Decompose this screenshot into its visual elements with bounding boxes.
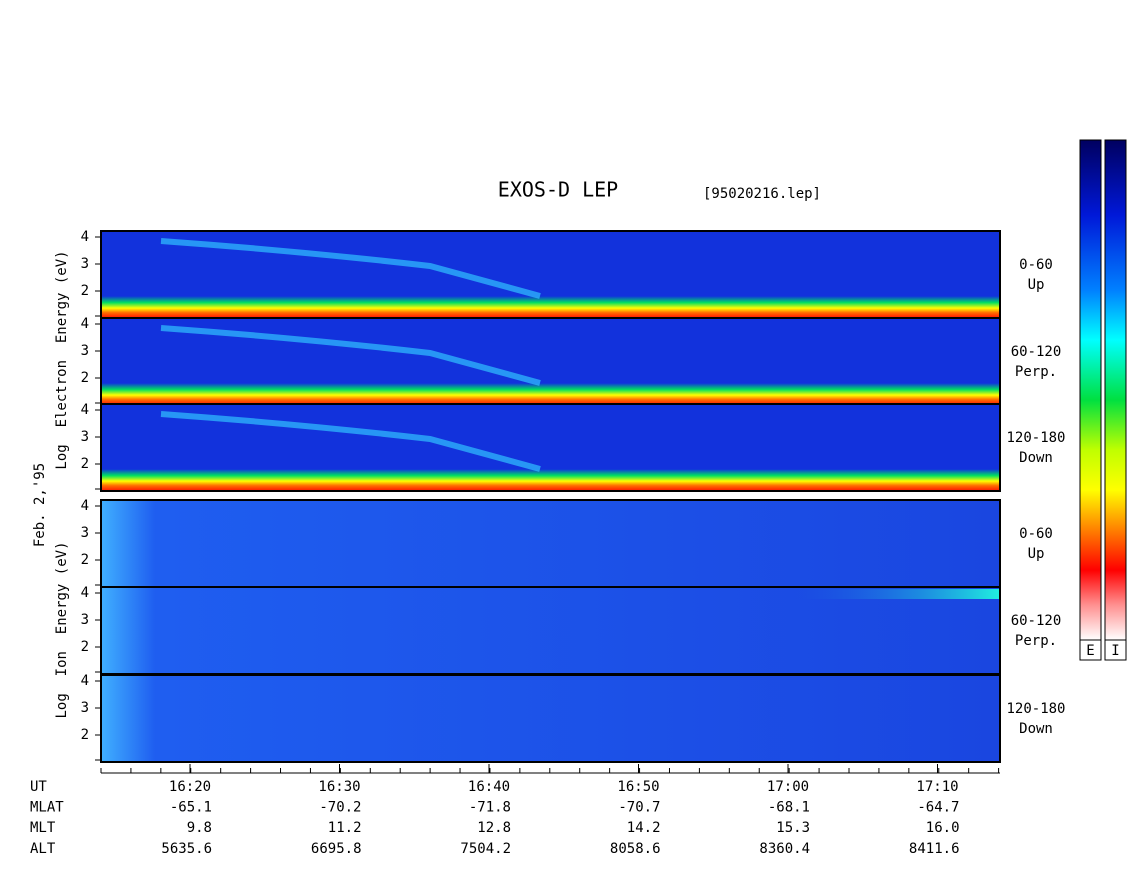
ephemeris-value: 8411.6 bbox=[909, 841, 960, 857]
ion-streak bbox=[780, 589, 1000, 599]
y-tick-label: 2 bbox=[81, 727, 89, 743]
direction-label: Down bbox=[1019, 721, 1053, 737]
ephemeris-label: UT bbox=[30, 779, 47, 795]
y-tick-label: 4 bbox=[81, 585, 89, 601]
ephemeris-value: -68.1 bbox=[768, 800, 810, 816]
direction-label: Down bbox=[1019, 450, 1053, 466]
y-tick-label: 4 bbox=[81, 316, 89, 332]
colorbar-key-box bbox=[1079, 639, 1102, 661]
ephemeris-label: MLAT bbox=[30, 800, 64, 816]
electron-dispersion bbox=[160, 238, 541, 299]
y-tick-label: 4 bbox=[81, 229, 89, 245]
y-tick-label: 3 bbox=[81, 429, 89, 445]
y-tick-label: 2 bbox=[81, 370, 89, 386]
y-tick-label: 2 bbox=[81, 283, 89, 299]
ephemeris-value: -71.8 bbox=[469, 800, 511, 816]
ephemeris-value: 17:00 bbox=[767, 779, 809, 795]
electron-band bbox=[101, 383, 1000, 405]
colorbar bbox=[1104, 139, 1127, 641]
y-tick-label: 4 bbox=[81, 498, 89, 514]
ephemeris-value: 11.2 bbox=[328, 820, 362, 836]
spectrogram-panel bbox=[101, 500, 1000, 587]
direction-label: Up bbox=[1028, 277, 1045, 293]
ephemeris-value: 16:30 bbox=[318, 779, 360, 795]
ephemeris-value: -64.7 bbox=[917, 800, 959, 816]
angle-label: 60-120 bbox=[1011, 613, 1062, 629]
electron-band bbox=[101, 296, 1000, 318]
ephemeris-value: 5635.6 bbox=[161, 841, 212, 857]
ephemeris-value: 14.2 bbox=[627, 820, 661, 836]
angle-label: 0-60 bbox=[1019, 257, 1053, 273]
angle-label: 60-120 bbox=[1011, 344, 1062, 360]
colorbar-key-box bbox=[1104, 639, 1127, 661]
ephemeris-value: 6695.8 bbox=[311, 841, 362, 857]
ephemeris-value: 7504.2 bbox=[460, 841, 511, 857]
y-tick-label: 4 bbox=[81, 673, 89, 689]
panel-frame bbox=[100, 403, 1001, 492]
angle-label: 0-60 bbox=[1019, 526, 1053, 542]
ephemeris-value: -70.2 bbox=[319, 800, 361, 816]
ephemeris-label: MLT bbox=[30, 820, 56, 836]
y-tick-label: 2 bbox=[81, 552, 89, 568]
ephemeris-value: 15.3 bbox=[776, 820, 810, 836]
ephemeris-value: 16:50 bbox=[617, 779, 659, 795]
ephemeris-value: 16:40 bbox=[468, 779, 510, 795]
y-tick-label: 2 bbox=[81, 456, 89, 472]
file-name: [95020216.lep] bbox=[703, 186, 821, 202]
y-tick-label: 2 bbox=[81, 639, 89, 655]
panel-frame bbox=[100, 674, 1001, 763]
y-tick-label: 3 bbox=[81, 343, 89, 359]
ephemeris-value: -70.7 bbox=[618, 800, 660, 816]
ephemeris-value: 8058.6 bbox=[610, 841, 661, 857]
ephemeris-value: 17:10 bbox=[916, 779, 958, 795]
y-tick-label: 4 bbox=[81, 402, 89, 418]
y-tick-label: 3 bbox=[81, 700, 89, 716]
colorbar-key: I bbox=[1111, 643, 1119, 659]
direction-label: Up bbox=[1028, 546, 1045, 562]
ephemeris-value: 9.8 bbox=[187, 820, 212, 836]
ion-axis-label: Log Ion Energy (eV) bbox=[54, 541, 70, 718]
date: Feb. 2,'95 bbox=[32, 463, 48, 547]
angle-label: 120-180 bbox=[1006, 701, 1065, 717]
ephemeris-value: -65.1 bbox=[170, 800, 212, 816]
direction-label: Perp. bbox=[1015, 633, 1057, 649]
ephemeris-value: 16:20 bbox=[169, 779, 211, 795]
electron-band bbox=[101, 469, 1000, 491]
spectrogram-panel bbox=[101, 675, 1000, 762]
title: EXOS-D LEP bbox=[498, 178, 618, 202]
spectrogram-panel bbox=[101, 587, 1000, 674]
colorbar-key: E bbox=[1086, 643, 1094, 659]
y-tick-label: 3 bbox=[81, 256, 89, 272]
electron-axis-label: Log Electron Energy (eV) bbox=[54, 250, 70, 469]
electron-dispersion bbox=[160, 411, 541, 472]
direction-label: Perp. bbox=[1015, 364, 1057, 380]
ephemeris-value: 12.8 bbox=[477, 820, 511, 836]
ephemeris-value: 16.0 bbox=[926, 820, 960, 836]
ephemeris-label: ALT bbox=[30, 841, 56, 857]
y-tick-label: 3 bbox=[81, 525, 89, 541]
ephemeris-value: 8360.4 bbox=[759, 841, 810, 857]
colorbar bbox=[1079, 139, 1102, 641]
y-tick-label: 3 bbox=[81, 612, 89, 628]
angle-label: 120-180 bbox=[1006, 430, 1065, 446]
electron-dispersion bbox=[160, 325, 541, 386]
